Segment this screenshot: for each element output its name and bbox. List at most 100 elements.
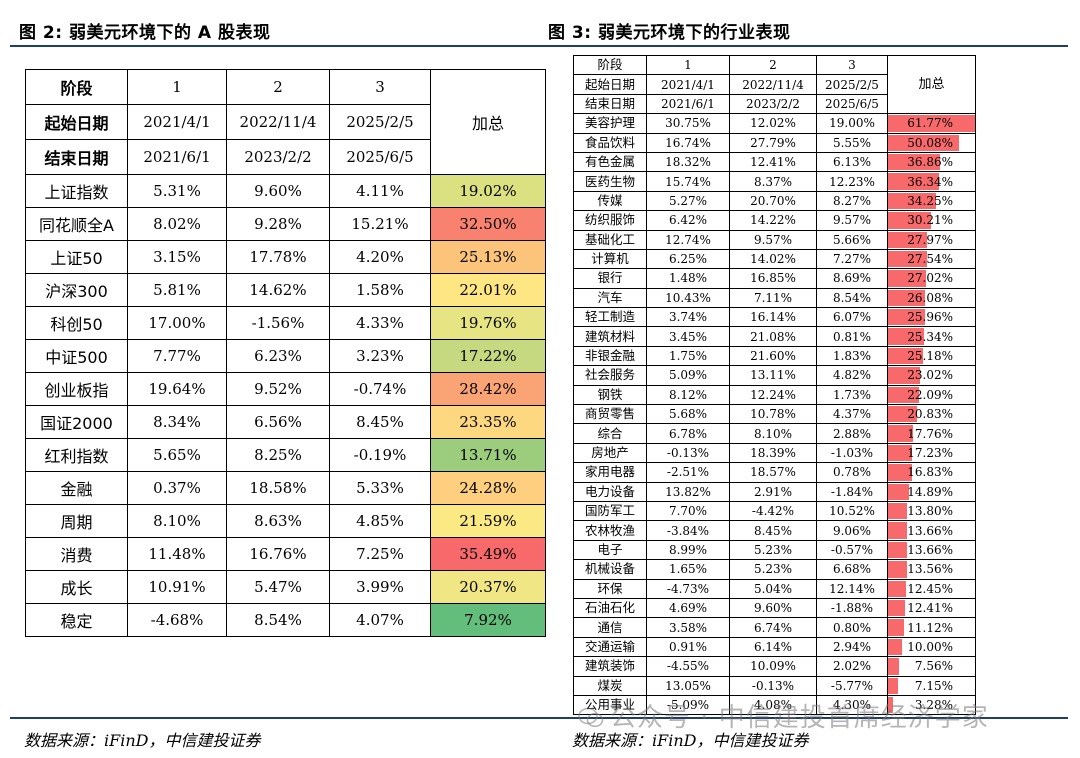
total-return-value: 7.15% xyxy=(914,678,953,693)
table-row: 建筑装饰 -4.55% 10.09% 2.02% 7.56% xyxy=(573,656,976,677)
stage-2-return: 7.11% xyxy=(729,287,817,309)
table-row: 家用电器 -2.51% 18.57% 0.78% 16.83% xyxy=(573,462,976,483)
total-return-value: 3.28% xyxy=(914,698,953,713)
table-row: 上证50 3.15% 17.78% 4.20% 25.13% xyxy=(25,240,546,274)
total-return-bar xyxy=(888,464,912,481)
industry-name: 房地产 xyxy=(573,442,647,464)
table-row: 公用事业 -5.09% 4.08% 4.30% 3.28% xyxy=(573,694,976,716)
stage-2-return: 10.09% xyxy=(729,656,817,677)
stage-3-return: 9.57% xyxy=(816,210,888,231)
stage-1-return: 6.78% xyxy=(646,423,730,444)
table-row: 传媒 5.27% 20.70% 8.27% 34.25% xyxy=(573,190,976,212)
industry-name: 医药生物 xyxy=(573,171,647,192)
total-return-cell: 23.02% xyxy=(887,365,976,386)
start-date-1: 2021/4/1 xyxy=(127,104,227,140)
stage-3-return: 1.58% xyxy=(329,273,431,307)
footer-rule xyxy=(10,717,1068,719)
total-return-bar xyxy=(888,250,927,268)
total-return: 23.35% xyxy=(430,405,546,439)
total-return-bar xyxy=(888,134,959,151)
total-return-bar xyxy=(888,522,908,539)
source-note-right: 数据来源：iFinD，中信建投证券 xyxy=(572,731,809,750)
watermark-text: 公众号 · 中信建投首席经济学家 xyxy=(610,703,989,733)
stage-2-return: 17.78% xyxy=(226,240,330,274)
total-return-value: 22.09% xyxy=(907,387,953,402)
stage-1-return: 8.10% xyxy=(127,504,227,538)
total-return: 21.59% xyxy=(430,504,546,538)
table-row: 成长 10.91% 5.47% 3.99% 20.37% xyxy=(25,570,546,604)
industry-name: 交通运输 xyxy=(573,636,647,658)
industry-name: 计算机 xyxy=(573,248,647,270)
total-return-cell: 7.56% xyxy=(887,656,976,677)
total-return-cell: 13.66% xyxy=(887,520,976,541)
stage-1-return: 7.77% xyxy=(127,339,227,373)
table-row: 金融 0.37% 18.58% 5.33% 24.28% xyxy=(25,471,546,505)
industry-name: 纺织服饰 xyxy=(573,210,647,231)
start-date-label: 起始日期 xyxy=(573,74,647,95)
start-date-2: 2022/11/4 xyxy=(226,104,330,140)
total-return-value: 12.45% xyxy=(907,581,953,596)
stage-1-return: 30.75% xyxy=(646,113,730,134)
end-date-2: 2023/2/2 xyxy=(729,93,817,115)
stage-2-return: 6.56% xyxy=(226,405,330,439)
stage-3-return: 5.33% xyxy=(329,471,431,505)
stage-2-return: 6.23% xyxy=(226,339,330,373)
end-date-label: 结束日期 xyxy=(25,139,128,175)
stage-2-return: -0.13% xyxy=(729,675,817,696)
header-rule xyxy=(10,45,1068,47)
stage-label: 阶段 xyxy=(573,54,647,76)
table-row: 消费 11.48% 16.76% 7.25% 35.49% xyxy=(25,537,546,571)
stage-1-return: 19.64% xyxy=(127,372,227,406)
industry-name: 轻工制造 xyxy=(573,307,647,328)
table-row: 汽车 10.43% 7.11% 8.54% 26.08% xyxy=(573,287,976,309)
stage-1-return: 6.25% xyxy=(646,248,730,270)
total-return: 35.49% xyxy=(430,537,546,571)
total-return-bar xyxy=(888,696,893,714)
total-return: 32.50% xyxy=(430,207,546,241)
stage-3-return: 1.83% xyxy=(816,345,888,367)
start-date-row: 起始日期 2021/4/1 2022/11/4 2025/2/5 xyxy=(573,74,976,95)
stage-2-return: 2.91% xyxy=(729,481,817,502)
stage-1-return: 3.15% xyxy=(127,240,227,274)
total-header: 加总 xyxy=(430,69,546,175)
total-header: 加总 xyxy=(887,54,976,115)
total-return-bar xyxy=(888,347,924,365)
stage-1: 1 xyxy=(127,69,227,105)
stage-2-return: 5.23% xyxy=(729,539,817,561)
total-return-value: 27.02% xyxy=(907,271,953,286)
table-row: 机械设备 1.65% 5.23% 6.68% 13.56% xyxy=(573,559,976,580)
watermark: 公众号 · 中信建投首席经济学家 xyxy=(578,697,989,734)
stage-3-return: 12.14% xyxy=(816,578,888,599)
total-return-value: 27.54% xyxy=(907,252,953,267)
total-return-bar xyxy=(888,367,921,384)
stage-2-return: 18.57% xyxy=(729,462,817,483)
total-return-value: 36.86% xyxy=(907,155,953,170)
stage-2-return: 9.28% xyxy=(226,207,330,241)
industry-name: 有色金属 xyxy=(573,151,647,173)
stage-3-return: 3.23% xyxy=(329,339,431,373)
stage-2: 2 xyxy=(226,69,330,105)
table-row: 稳定 -4.68% 8.54% 4.07% 7.92% xyxy=(25,603,546,637)
stage-2-return: 14.62% xyxy=(226,273,330,307)
stage-3-return: 5.55% xyxy=(816,132,888,153)
total-return-cell: 13.56% xyxy=(887,559,976,580)
industry-name: 煤炭 xyxy=(573,675,647,696)
stage-3-return: 2.94% xyxy=(816,636,888,658)
stage-3-return: 8.45% xyxy=(329,405,431,439)
stage-3-return: 4.85% xyxy=(329,504,431,538)
stage-2-return: 10.78% xyxy=(729,404,817,425)
total-return-bar xyxy=(888,561,908,578)
total-return-cell: 30.21% xyxy=(887,210,976,231)
stage-2-return: 20.70% xyxy=(729,190,817,212)
total-return-value: 7.56% xyxy=(914,659,953,674)
total-return-bar xyxy=(888,483,909,500)
total-return-value: 13.66% xyxy=(907,542,953,557)
table-row: 周期 8.10% 8.63% 4.85% 21.59% xyxy=(25,504,546,538)
stage-2-return: 21.08% xyxy=(729,326,817,347)
total-return-value: 10.00% xyxy=(907,639,953,654)
stage-2-return: 14.02% xyxy=(729,248,817,270)
total-return-bar xyxy=(888,115,975,132)
stage-1-return: 16.74% xyxy=(646,132,730,153)
total-return-value: 20.83% xyxy=(907,407,953,422)
stage-2-return: 12.24% xyxy=(729,384,817,406)
